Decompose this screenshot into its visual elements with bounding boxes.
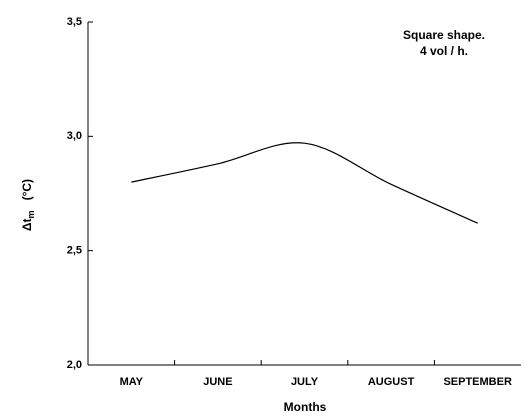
x-tick-label: SEPTEMBER — [443, 376, 512, 388]
y-tick-label: 2,5 — [67, 245, 82, 257]
x-tick-label: JULY — [291, 376, 319, 388]
x-tick-label: MAY — [120, 376, 144, 388]
annotation: 4 vol / h. — [420, 44, 468, 58]
y-label-unit: (°C) — [20, 179, 34, 200]
y-tick-label: 3,0 — [67, 130, 82, 142]
x-tick-label: JUNE — [203, 376, 232, 388]
line — [131, 142, 478, 224]
x-axis-label: Months — [284, 400, 327, 414]
y-axis-label: Δtm (°C) — [20, 179, 36, 231]
y-tick-label: 3,5 — [67, 16, 82, 28]
annotation: Square shape. — [403, 28, 485, 42]
y-tick-label: 2,0 — [67, 359, 82, 371]
x-tick-label: AUGUST — [368, 376, 415, 388]
y-label-main: Δt — [20, 218, 34, 231]
y-label-sub: m — [26, 210, 36, 218]
